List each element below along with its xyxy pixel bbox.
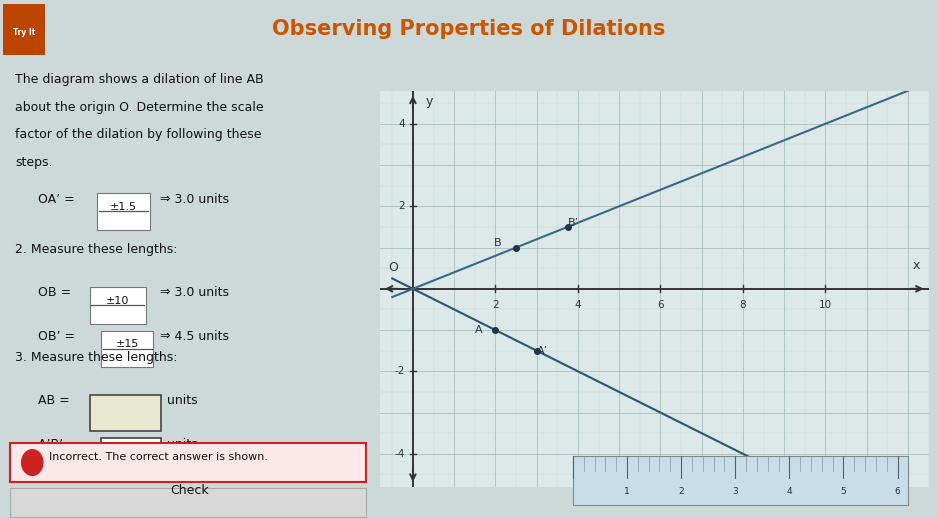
Text: 6: 6 — [658, 300, 664, 310]
Text: B’: B’ — [568, 218, 580, 228]
FancyBboxPatch shape — [101, 330, 154, 367]
Text: A’: A’ — [537, 346, 549, 356]
Text: steps.: steps. — [15, 156, 53, 169]
Text: ⇒ 3.0 units: ⇒ 3.0 units — [159, 193, 229, 206]
Text: Check: Check — [171, 483, 209, 497]
Text: 3. Measure these lengths:: 3. Measure these lengths: — [15, 351, 177, 364]
Text: 4: 4 — [398, 119, 404, 129]
Text: 4: 4 — [575, 300, 582, 310]
Text: 8: 8 — [740, 300, 747, 310]
Text: 10: 10 — [819, 300, 832, 310]
Text: 2: 2 — [678, 487, 684, 496]
Text: 3: 3 — [733, 487, 738, 496]
Text: !: ! — [29, 451, 35, 464]
Text: units: units — [167, 438, 198, 451]
Text: Try It: Try It — [13, 28, 35, 37]
Text: B: B — [493, 238, 501, 249]
FancyBboxPatch shape — [10, 443, 366, 482]
Text: Incorrect. The correct answer is shown.: Incorrect. The correct answer is shown. — [50, 453, 268, 463]
Circle shape — [22, 450, 43, 476]
Text: 1: 1 — [624, 487, 630, 496]
FancyBboxPatch shape — [10, 488, 366, 516]
FancyBboxPatch shape — [90, 395, 161, 431]
Bar — [3, 5, 45, 55]
FancyBboxPatch shape — [98, 193, 150, 229]
Text: 2. Measure these lengths:: 2. Measure these lengths: — [15, 243, 177, 256]
Text: y: y — [425, 95, 432, 108]
Text: A’B’ =: A’B’ = — [38, 438, 82, 451]
Text: The diagram shows a dilation of line AB: The diagram shows a dilation of line AB — [15, 74, 264, 87]
Text: ±15: ±15 — [115, 339, 139, 349]
Text: -4: -4 — [394, 449, 404, 459]
Text: about the origin O. Determine the scale: about the origin O. Determine the scale — [15, 101, 264, 114]
Text: x: x — [913, 260, 920, 272]
FancyBboxPatch shape — [90, 287, 146, 324]
Text: ⇒ 4.5 units: ⇒ 4.5 units — [159, 330, 229, 343]
Text: OB’ =: OB’ = — [38, 330, 79, 343]
Text: 2: 2 — [398, 202, 404, 211]
Text: 5: 5 — [840, 487, 846, 496]
Text: factor of the dilation by following these: factor of the dilation by following thes… — [15, 128, 262, 141]
Text: A: A — [475, 325, 483, 335]
Text: ±10: ±10 — [106, 296, 129, 306]
Text: OB =: OB = — [38, 286, 75, 299]
Text: OA’ =: OA’ = — [38, 193, 79, 206]
Text: -2: -2 — [394, 366, 404, 376]
Text: 6: 6 — [895, 487, 900, 496]
FancyBboxPatch shape — [101, 438, 161, 475]
Text: ±1.5: ±1.5 — [110, 202, 137, 212]
Text: AB =: AB = — [38, 394, 74, 407]
Text: 4: 4 — [787, 487, 793, 496]
Text: O: O — [388, 262, 399, 275]
Text: Observing Properties of Dilations: Observing Properties of Dilations — [272, 19, 666, 39]
Text: units: units — [167, 394, 198, 407]
Text: 2: 2 — [492, 300, 499, 310]
Text: ⇒ 3.0 units: ⇒ 3.0 units — [159, 286, 229, 299]
